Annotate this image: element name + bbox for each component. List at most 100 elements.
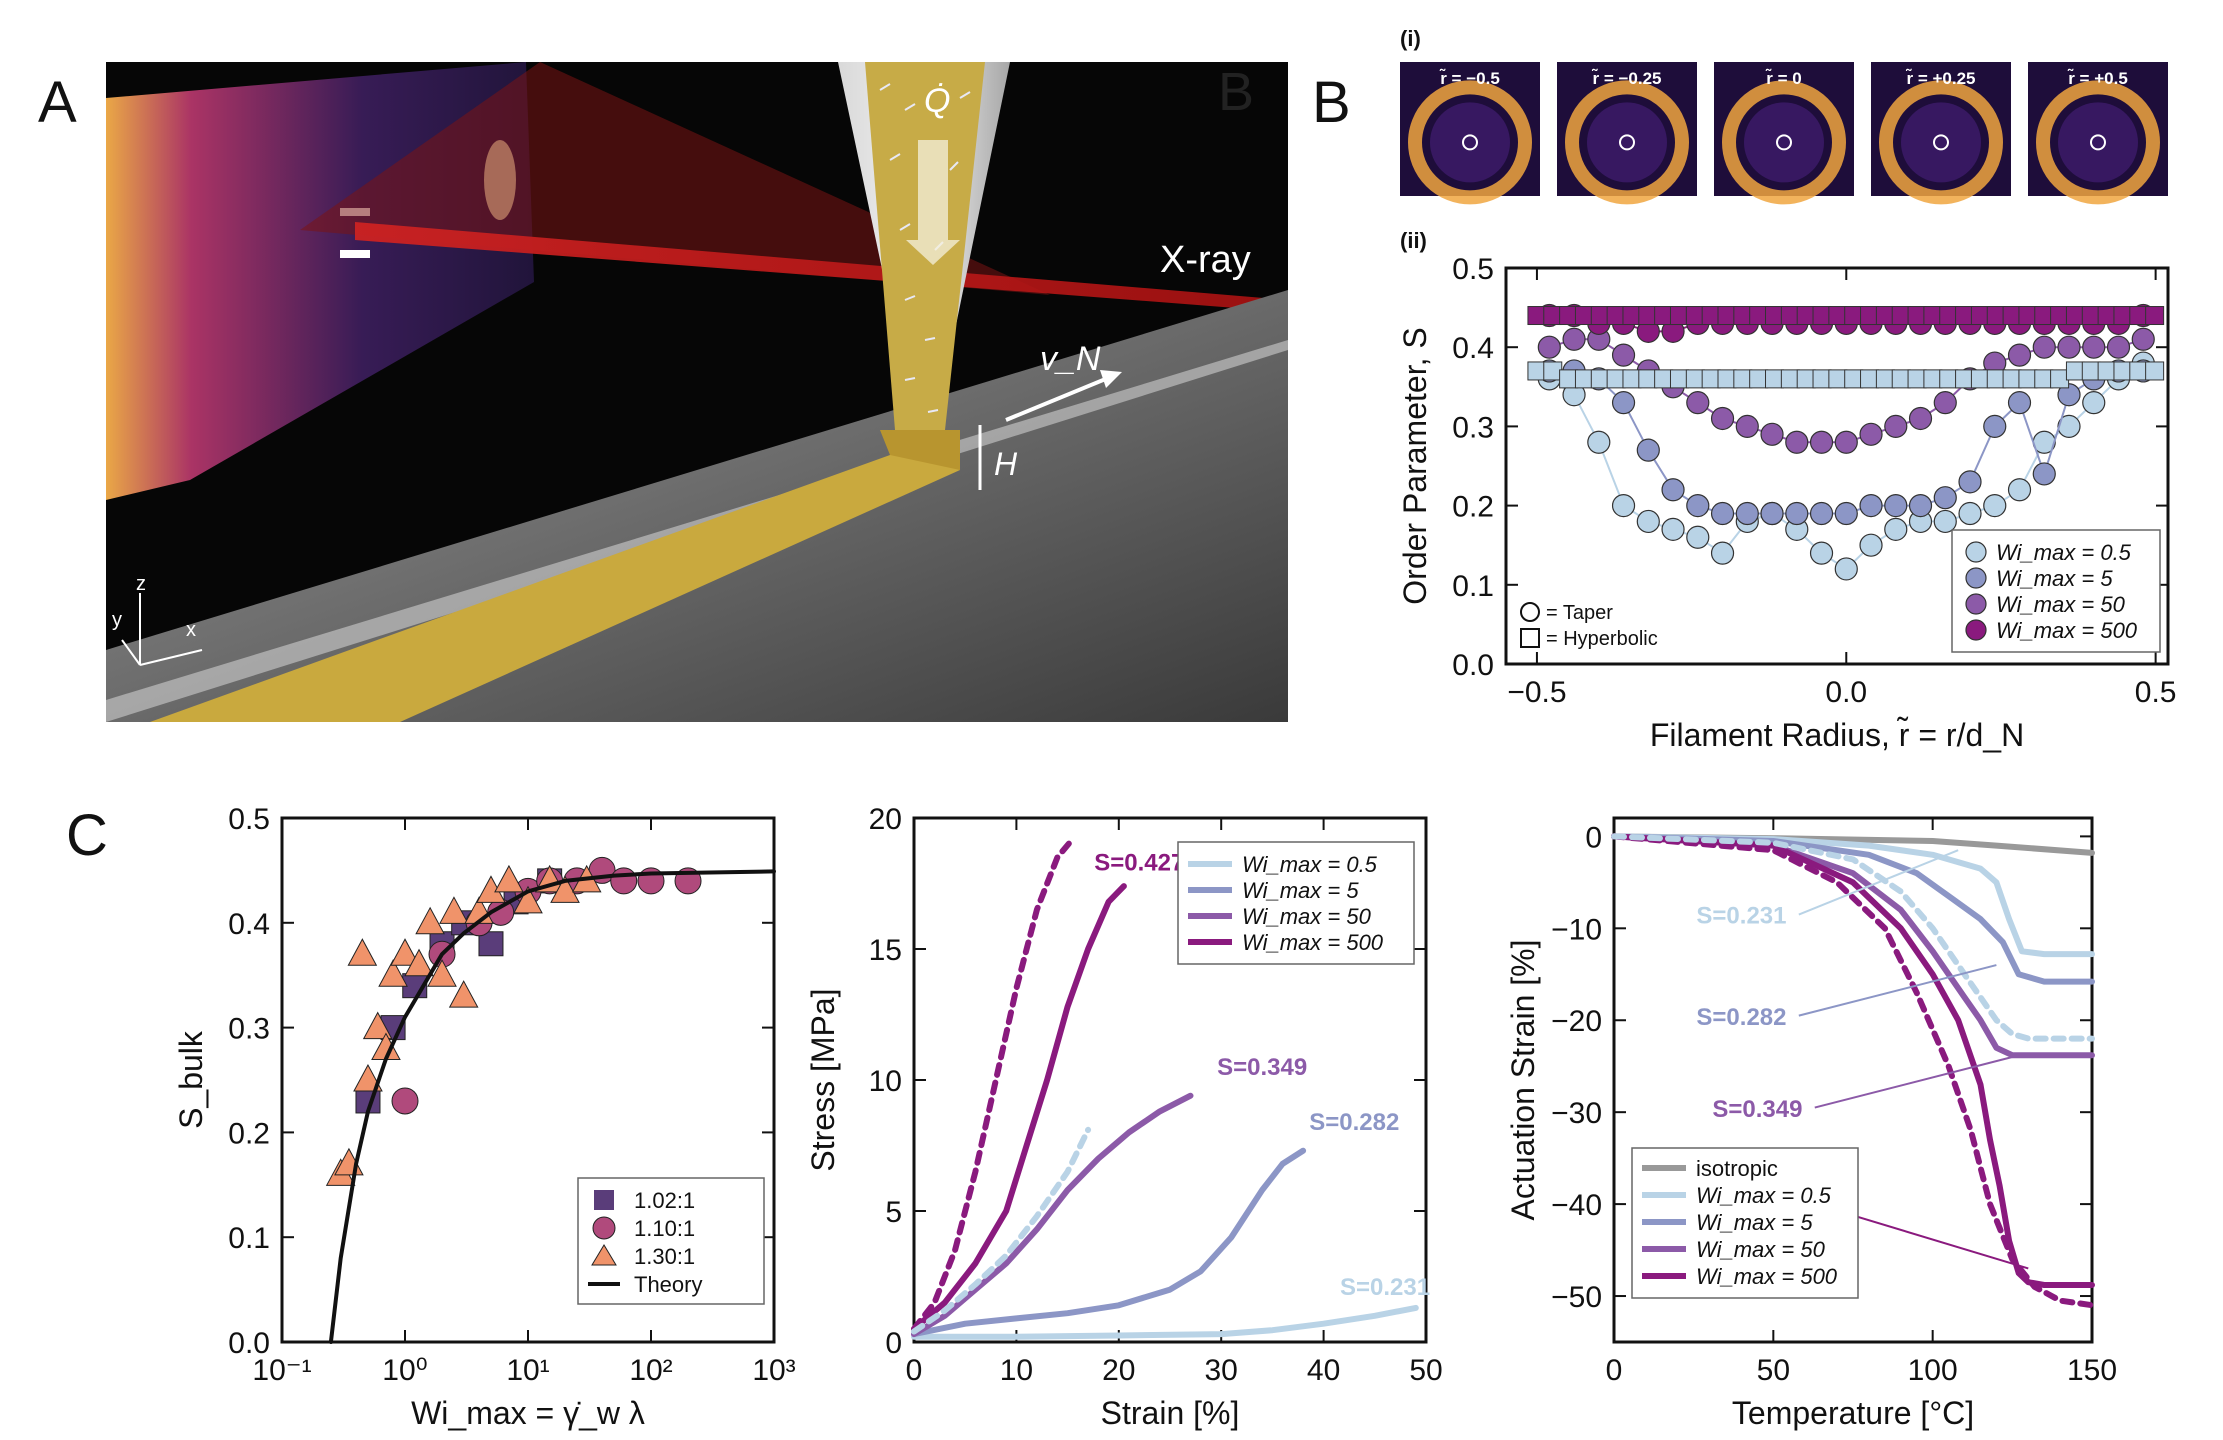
ss-ytick-label: 5	[885, 1196, 902, 1229]
op-taper-point	[2082, 335, 2106, 359]
panel-letter-c: C	[66, 803, 108, 868]
op-hyperbolic-point	[2145, 361, 2165, 381]
ss-xtick-label: 50	[1409, 1354, 1442, 1387]
sb-ytick-label: 0.1	[228, 1222, 270, 1255]
as-annotation-leader	[1798, 964, 1997, 1017]
op-series-line	[1548, 338, 2145, 444]
op-hyperbolic-point	[1749, 306, 1769, 326]
op-taper-point	[1958, 470, 1982, 494]
op-hyperbolic-point	[1860, 369, 1880, 389]
op-taper-point	[1809, 541, 1834, 565]
ss-curve	[911, 1304, 1419, 1340]
sub-label-i: (i)	[1400, 26, 1421, 51]
op-hyperbolic-point	[1606, 369, 1626, 389]
op-hyperbolic-point	[1923, 306, 1943, 326]
op-hyperbolic-point	[1685, 369, 1705, 389]
sb-xtick-label: 10¹	[506, 1354, 549, 1387]
ss-annotation: S=0.282	[1309, 1109, 1399, 1136]
op-hyperbolic-point	[1669, 306, 1689, 326]
saxs-beamstop-4	[1933, 134, 1949, 151]
saxs-core-5	[2058, 102, 2138, 183]
op-ytick-label: 0.3	[1452, 411, 1494, 444]
op-hyperbolic-point	[1749, 369, 1769, 389]
ss-xtick-label: 0	[906, 1354, 923, 1387]
sub-label-ii: (ii)	[1400, 228, 1427, 253]
op-taper-point	[1908, 494, 1933, 518]
ss-ytick-label: 0	[885, 1327, 902, 1360]
order-parameter-chart: −0.5 0.0 0.5 0.0 0.1 0.2 0.3 0.4 0.5 Filament Rad…	[1397, 253, 2176, 753]
op-hyperbolic-point	[1970, 306, 1990, 326]
op-taper-point	[2057, 414, 2081, 438]
op-hyperbolic-point	[1543, 306, 1563, 326]
op-ytick-label: 0.2	[1452, 491, 1494, 524]
op-hyperbolic-point	[1970, 369, 1990, 389]
op-legend-label: Wi_max = 5	[1996, 566, 2113, 591]
flow-arrow	[906, 140, 960, 265]
op-hyperbolic-point	[1527, 361, 1547, 381]
sb-point-circle	[391, 1087, 419, 1115]
op-hyperbolic-point	[2081, 306, 2101, 326]
ss-annotation: S=0.231	[1340, 1274, 1430, 1301]
op-hyperbolic-point	[1654, 369, 1674, 389]
sb-point-triangle	[390, 938, 420, 966]
sb-point-square	[478, 931, 504, 957]
sb-point-triangle	[439, 896, 469, 924]
as-curve	[1611, 833, 2095, 1059]
sb-point-triangle	[362, 1011, 393, 1040]
saxs-image-row: r̃ = −0.5 r̃ = −0.25 r̃ = 0 r̃ = +0.25 r̃ = …	[1400, 62, 2168, 205]
ss-xtick-label: 20	[1102, 1354, 1135, 1387]
axis-x-label: x	[186, 619, 196, 641]
op-hyperbolic-point	[2002, 369, 2022, 389]
ss-ytick-label: 20	[869, 803, 902, 836]
op-legend-label: Wi_max = 500	[1996, 618, 2138, 643]
panel-letter-b-hidden: B	[1218, 62, 1254, 122]
op-ytick-label: 0.0	[1452, 649, 1494, 682]
ss-annotation: S=0.349	[1217, 1054, 1307, 1081]
op-hyperbolic-point	[1717, 369, 1737, 389]
saxs-label-4: r̃ = +0.25	[1906, 68, 1976, 88]
op-hyperbolic-point	[1796, 369, 1816, 389]
op-taper-point	[1859, 422, 1883, 446]
sb-point-triangle	[494, 864, 524, 893]
op-hyperbolic-point	[2065, 361, 2085, 381]
sb-point-triangle	[347, 938, 378, 966]
op-hyperbolic-point	[1875, 369, 1895, 389]
sb-ylabel: S_bulk	[173, 1030, 209, 1129]
ss-ylabel: Stress [MPa]	[805, 988, 841, 1171]
axes-triad: z x y	[112, 573, 203, 666]
op-hyperbolic-point	[1590, 306, 1610, 326]
op-frame	[1504, 266, 2170, 666]
op-taper-point	[1686, 494, 1710, 518]
op-hyperbolic-point	[1844, 306, 1864, 326]
op-taper-key-label: = Taper	[1546, 602, 1613, 624]
sb-ytick-label: 0.5	[228, 803, 270, 836]
ss-legend-label: Wi_max = 5	[1242, 878, 1359, 903]
saxs-ring-5	[2036, 80, 2160, 205]
as-annotation-leader	[1798, 849, 1959, 916]
as-xtick-label: 50	[1757, 1354, 1790, 1387]
op-taper-point	[1983, 494, 2007, 518]
op-legend-marker	[1965, 541, 1987, 563]
sb-legend-label: Theory	[634, 1272, 702, 1297]
op-hyperbolic-point	[1955, 369, 1975, 389]
sb-xlabel: Wi_max = γ̇_w λ	[411, 1395, 645, 1431]
op-hyperbolic-point	[2018, 369, 2038, 389]
op-taper-point	[2007, 391, 2032, 415]
ss-xtick-label: 10	[1000, 1354, 1033, 1387]
ss-xlabel: Strain [%]	[1101, 1395, 1240, 1431]
op-hyperbolic-point	[1669, 369, 1689, 389]
as-curve	[1611, 833, 2095, 958]
op-hyperbolic-point	[1717, 306, 1737, 326]
op-hyperbolic-point	[1939, 306, 1959, 326]
as-curve	[1611, 833, 2095, 1309]
op-taper-point	[1686, 391, 1710, 415]
op-taper-point	[1735, 501, 1759, 526]
op-taper-point	[1933, 391, 1957, 415]
axis-y-label: y	[112, 609, 122, 631]
op-hyperbolic-point	[1780, 369, 1800, 389]
sb-ytick-label: 0.2	[228, 1117, 270, 1150]
op-xtick-label: 0.0	[1825, 676, 1867, 709]
height-label: H	[994, 446, 1018, 482]
sb-legend-marker	[592, 1216, 616, 1240]
op-hyperbolic-point	[1654, 306, 1674, 326]
